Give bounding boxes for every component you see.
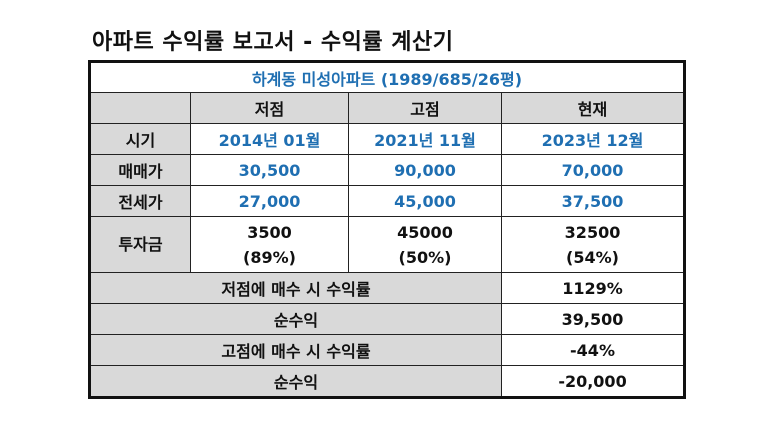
investment-current-amount: 32500	[564, 222, 621, 242]
table-row-sale-price: 매매가 30,500 90,000 70,000	[89, 154, 686, 186]
summary-label-low-yield: 저점에 매수 시 수익률	[89, 272, 502, 304]
jeonse-price-high: 45,000	[348, 185, 502, 217]
period-current: 2023년 12월	[500, 123, 686, 155]
page-title: 아파트 수익률 보고서 - 수익률 계산기	[92, 30, 454, 55]
property-subtitle: 하계동 미성아파트 (1989/685/26평)	[88, 61, 686, 93]
column-header-current: 현재	[500, 92, 686, 124]
table-row-jeonse-price: 전세가 27,000 45,000 37,500	[89, 185, 686, 217]
jeonse-price-current: 37,500	[500, 185, 686, 217]
row-label-sale-price: 매매가	[89, 154, 191, 186]
period-low: 2014년 01월	[190, 123, 349, 155]
investment-current-ratio: (54%)	[566, 247, 619, 267]
period-high: 2021년 11월	[348, 123, 502, 155]
sale-price-current: 70,000	[500, 154, 686, 186]
summary-label-low-profit: 순수익	[89, 303, 502, 335]
investment-high: 45000 (50%)	[348, 216, 502, 273]
header-empty-cell	[89, 92, 191, 124]
column-header-low: 저점	[190, 92, 349, 124]
table-row-low-profit: 순수익 39,500	[89, 303, 686, 335]
table-row-high-yield: 고점에 매수 시 수익률 -44%	[89, 334, 686, 366]
jeonse-price-low: 27,000	[190, 185, 349, 217]
sale-price-low: 30,500	[190, 154, 349, 186]
summary-value-low-profit: 39,500	[500, 303, 686, 335]
row-label-jeonse-price: 전세가	[89, 185, 191, 217]
investment-low: 3500 (89%)	[190, 216, 349, 273]
table-row-low-yield: 저점에 매수 시 수익률 1129%	[89, 272, 686, 304]
investment-low-amount: 3500	[247, 222, 292, 242]
yield-report-table: 하계동 미성아파트 (1989/685/26평) 저점 고점 현재 시기 201…	[88, 60, 687, 399]
investment-high-ratio: (50%)	[398, 247, 452, 267]
table-row-investment: 투자금 3500 (89%) 45000 (50%) 32500 (54%)	[89, 216, 686, 273]
investment-high-amount: 45000	[397, 222, 453, 242]
table-row-period: 시기 2014년 01월 2021년 11월 2023년 12월	[89, 123, 686, 155]
column-header-high: 고점	[348, 92, 502, 124]
row-label-period: 시기	[89, 123, 191, 155]
sale-price-high: 90,000	[348, 154, 502, 186]
row-label-investment: 투자금	[89, 216, 191, 273]
table-row-high-profit: 순수익 -20,000	[89, 365, 686, 398]
summary-label-high-yield: 고점에 매수 시 수익률	[89, 334, 502, 366]
summary-value-high-yield: -44%	[500, 334, 686, 366]
summary-value-low-yield: 1129%	[500, 272, 686, 304]
investment-current: 32500 (54%)	[500, 216, 686, 273]
summary-label-high-profit: 순수익	[89, 365, 502, 398]
investment-low-ratio: (89%)	[243, 247, 296, 267]
summary-value-high-profit: -20,000	[500, 365, 686, 398]
